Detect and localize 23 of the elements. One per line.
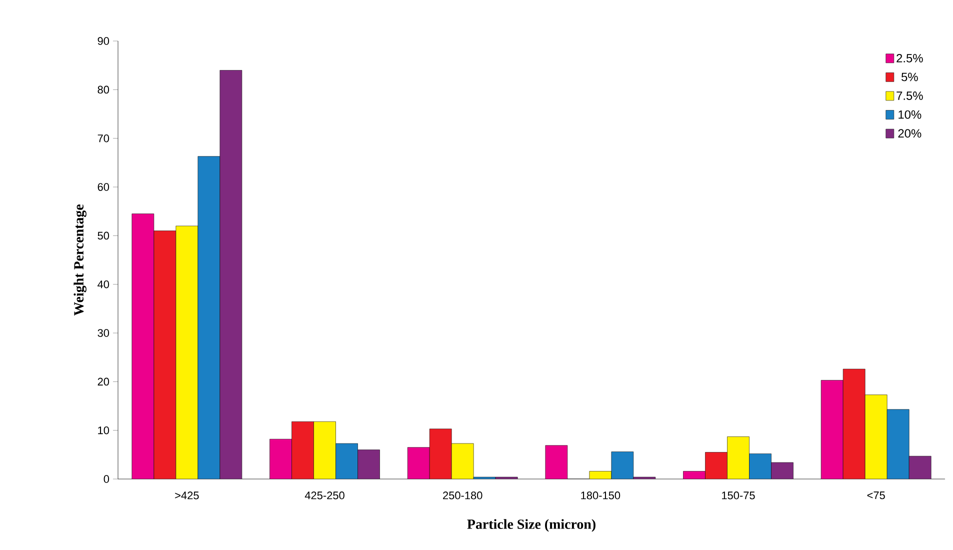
x-tick-label: 180-150	[581, 492, 620, 500]
x-tick-label: 425-250	[304, 492, 344, 500]
y-tick-label: 60	[98, 183, 110, 191]
y-tick-label: 80	[98, 86, 110, 94]
legend-label: 20%	[898, 129, 922, 138]
legend-label: 5%	[902, 72, 918, 82]
y-tick-label: 20	[98, 378, 110, 386]
y-tick-label: 50	[98, 232, 110, 240]
y-tick-label: 40	[98, 280, 110, 288]
y-axis-title: Weight Percentage	[74, 204, 86, 316]
y-tick-label: 30	[98, 329, 110, 337]
x-tick-label: <75	[867, 492, 885, 500]
x-axis-title: Particle Size (micron)	[467, 519, 596, 532]
y-tick-label: 90	[98, 37, 110, 45]
legend-label: 7.5%	[896, 92, 923, 100]
x-tick-label: 250-180	[443, 492, 482, 500]
y-tick-label: 10	[98, 426, 110, 434]
y-tick-label: 70	[98, 134, 110, 142]
legend-label: 10%	[898, 110, 922, 119]
legend-label: 2.5%	[896, 54, 923, 62]
x-tick-label: 150-75	[722, 492, 755, 500]
x-tick-label: >425	[175, 492, 199, 500]
y-tick-label: 0	[104, 475, 110, 483]
